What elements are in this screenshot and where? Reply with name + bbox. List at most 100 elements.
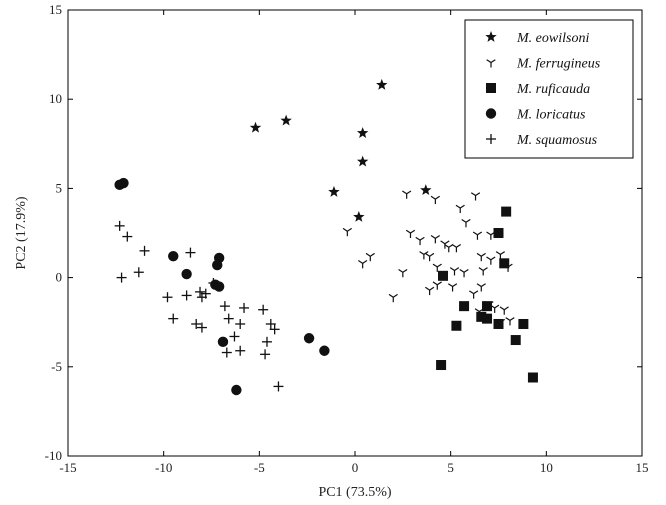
point-m-ferrugineus — [440, 240, 450, 249]
point-m-eowilsoni — [420, 184, 432, 196]
point-m-eowilsoni — [249, 121, 262, 133]
point-m-ferrugineus — [476, 252, 486, 262]
point-m-squamosus — [260, 349, 271, 360]
point-m-eowilsoni — [280, 114, 292, 126]
legend-marker-m-ferrugineus — [486, 59, 496, 68]
point-m-ruficauda — [501, 206, 512, 217]
point-m-ferrugineus — [478, 267, 488, 276]
x-tick-label: -15 — [59, 460, 76, 475]
y-tick-label: -10 — [45, 448, 62, 463]
point-m-squamosus — [219, 301, 230, 312]
point-m-ferrugineus — [358, 260, 368, 269]
point-m-ferrugineus — [432, 281, 442, 290]
point-m-squamosus — [185, 247, 196, 258]
point-m-ferrugineus — [415, 236, 425, 246]
point-m-squamosus — [208, 277, 219, 288]
point-m-squamosus — [229, 331, 240, 342]
point-m-loricatus — [212, 259, 223, 271]
point-m-squamosus — [200, 288, 211, 299]
legend: M. eowilsoni M. ferrugineus M. ruficauda M.… — [464, 19, 634, 159]
point-m-ferrugineus — [342, 227, 352, 237]
point-m-ruficauda — [527, 372, 538, 383]
point-m-squamosus — [223, 313, 234, 324]
x-tick-label: 10 — [540, 460, 553, 475]
x-tick-label: 5 — [447, 460, 454, 475]
point-m-ruficauda — [518, 318, 529, 329]
legend-marker-m-squamosus — [486, 134, 496, 144]
point-m-squamosus — [269, 324, 280, 335]
point-m-ferrugineus — [398, 268, 408, 278]
point-m-squamosus — [139, 245, 150, 256]
point-m-ferrugineus — [459, 268, 469, 278]
x-axis-title: PC1 (73.5%) — [318, 485, 391, 500]
legend-marker-m-loricatus — [485, 108, 497, 119]
point-m-ruficauda — [451, 320, 462, 331]
point-m-loricatus — [213, 281, 225, 292]
point-m-ruficauda — [493, 318, 504, 329]
point-m-loricatus — [217, 336, 229, 348]
legend-label-m-squamosus: M. squamosus — [516, 133, 598, 148]
point-m-ferrugineus — [424, 286, 435, 296]
point-m-ferrugineus — [505, 317, 515, 326]
point-m-ruficauda — [476, 311, 487, 322]
point-m-squamosus — [133, 267, 144, 278]
point-m-ferrugineus — [468, 290, 479, 299]
point-m-ferrugineus — [447, 283, 458, 292]
point-m-squamosus — [265, 318, 276, 329]
point-m-squamosus — [196, 322, 207, 333]
x-tick-label: 0 — [352, 460, 359, 475]
point-m-ferrugineus — [499, 306, 509, 315]
point-m-loricatus — [118, 177, 129, 189]
y-tick-label: 15 — [49, 2, 62, 17]
legend-label-m-eowilsoni: M. eowilsoni — [516, 31, 589, 46]
point-m-squamosus — [168, 313, 179, 324]
point-m-squamosus — [162, 292, 173, 303]
point-m-squamosus — [273, 381, 284, 392]
point-m-loricatus — [303, 333, 315, 344]
point-m-ferrugineus — [402, 190, 412, 199]
point-m-ruficauda — [510, 335, 521, 346]
point-m-ruficauda — [499, 258, 510, 269]
point-m-ferrugineus — [365, 252, 375, 262]
point-m-squamosus — [195, 286, 206, 297]
point-m-ferrugineus — [461, 218, 471, 228]
point-m-ferrugineus — [455, 204, 465, 214]
y-tick-label: 5 — [56, 180, 63, 195]
x-tick-label: -5 — [254, 460, 265, 475]
point-m-squamosus — [191, 318, 202, 329]
point-m-eowilsoni — [356, 155, 369, 167]
point-m-squamosus — [122, 231, 133, 242]
point-m-ruficauda — [493, 228, 504, 238]
y-tick-label: 0 — [56, 270, 63, 285]
point-m-ruficauda — [436, 360, 447, 371]
point-m-ferrugineus — [472, 231, 483, 240]
point-m-loricatus — [231, 384, 242, 396]
point-m-eowilsoni — [328, 185, 340, 197]
point-m-ruficauda — [459, 301, 470, 312]
point-m-eowilsoni — [356, 127, 369, 138]
y-tick-label: 10 — [49, 91, 62, 106]
x-tick-label: -10 — [155, 460, 172, 475]
point-m-loricatus — [168, 250, 179, 262]
data-points — [114, 78, 538, 396]
point-m-ruficauda — [438, 270, 449, 281]
point-m-ferrugineus — [451, 243, 462, 253]
point-m-ferrugineus — [470, 192, 481, 201]
point-m-ferrugineus — [486, 256, 496, 265]
legend-label-m-ruficauda: M. ruficauda — [516, 82, 590, 97]
point-m-ferrugineus — [424, 252, 435, 262]
point-m-squamosus — [235, 318, 246, 329]
point-m-eowilsoni — [376, 78, 388, 90]
legend-label-m-ferrugineus: M. ferrugineus — [516, 57, 601, 72]
point-m-squamosus — [239, 302, 250, 313]
point-m-loricatus — [181, 268, 192, 280]
point-m-ferrugineus — [430, 195, 440, 205]
point-m-ruficauda — [482, 301, 493, 312]
point-m-ferrugineus — [405, 229, 416, 238]
point-m-ruficauda — [482, 313, 493, 324]
point-m-squamosus — [114, 220, 125, 231]
legend-label-m-loricatus: M. loricatus — [516, 108, 586, 123]
point-m-squamosus — [258, 304, 269, 315]
